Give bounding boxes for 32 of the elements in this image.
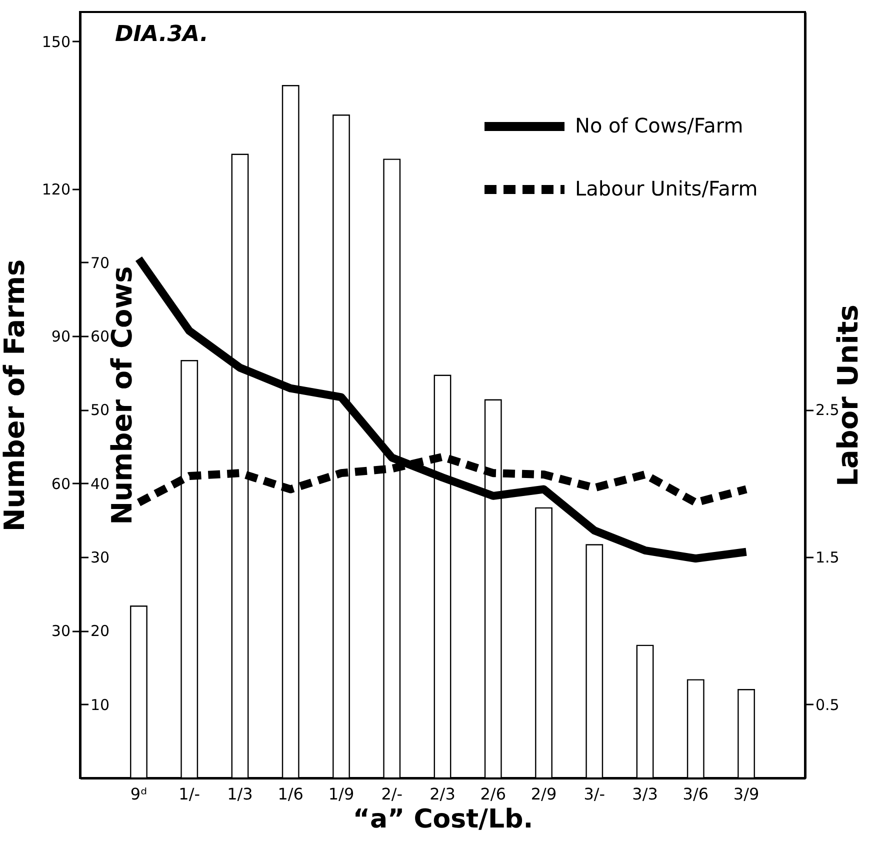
x-tick-label: 2/- <box>381 784 403 804</box>
x-tick-label: 2/6 <box>480 784 506 804</box>
x-tick-label: 1/- <box>178 784 200 804</box>
text: DIA.3A. <box>115 22 208 47</box>
x-tick-label: 2/9 <box>530 784 557 804</box>
y2-tick-label: 50 <box>90 401 110 420</box>
y-tick-label: 120 <box>42 180 70 198</box>
y3-tick-label: 2.5 <box>816 401 840 420</box>
y2-tick-label: 10 <box>90 696 110 714</box>
y-tick-label: 90 <box>51 328 70 346</box>
x-tick-label: 1/6 <box>278 784 304 804</box>
y2-tick-label: 70 <box>90 254 110 272</box>
y-tick-label: 150 <box>42 32 70 51</box>
x-tick-label: 9ᵈ <box>130 784 148 804</box>
y3-tick-label: 1.5 <box>816 548 840 567</box>
y2-tick-label: 60 <box>90 328 110 346</box>
x-tick-label: 2/3 <box>430 784 456 804</box>
y-axis-title: Number of Farms <box>0 259 31 532</box>
legend-label: No of Cows/Farm <box>575 114 744 138</box>
y2-tick-label: 30 <box>90 548 110 567</box>
x-tick-label: 3/9 <box>733 784 760 804</box>
x-tick-label: 3/6 <box>682 784 709 804</box>
y-tick-label: 30 <box>51 622 70 640</box>
legend-label: Labour Units/Farm <box>575 176 758 200</box>
x-axis-title: “a” Cost/Lb. <box>352 804 534 834</box>
x-tick-label: 1/3 <box>227 784 253 804</box>
y-tick-label: 60 <box>51 474 70 493</box>
x-tick-label: 3/3 <box>632 784 658 804</box>
x-tick-label: 1/9 <box>328 784 354 804</box>
y2-tick-label: 20 <box>90 622 110 640</box>
x-tick-label: 3/- <box>584 784 606 804</box>
y3-tick-label: 0.5 <box>816 696 840 714</box>
